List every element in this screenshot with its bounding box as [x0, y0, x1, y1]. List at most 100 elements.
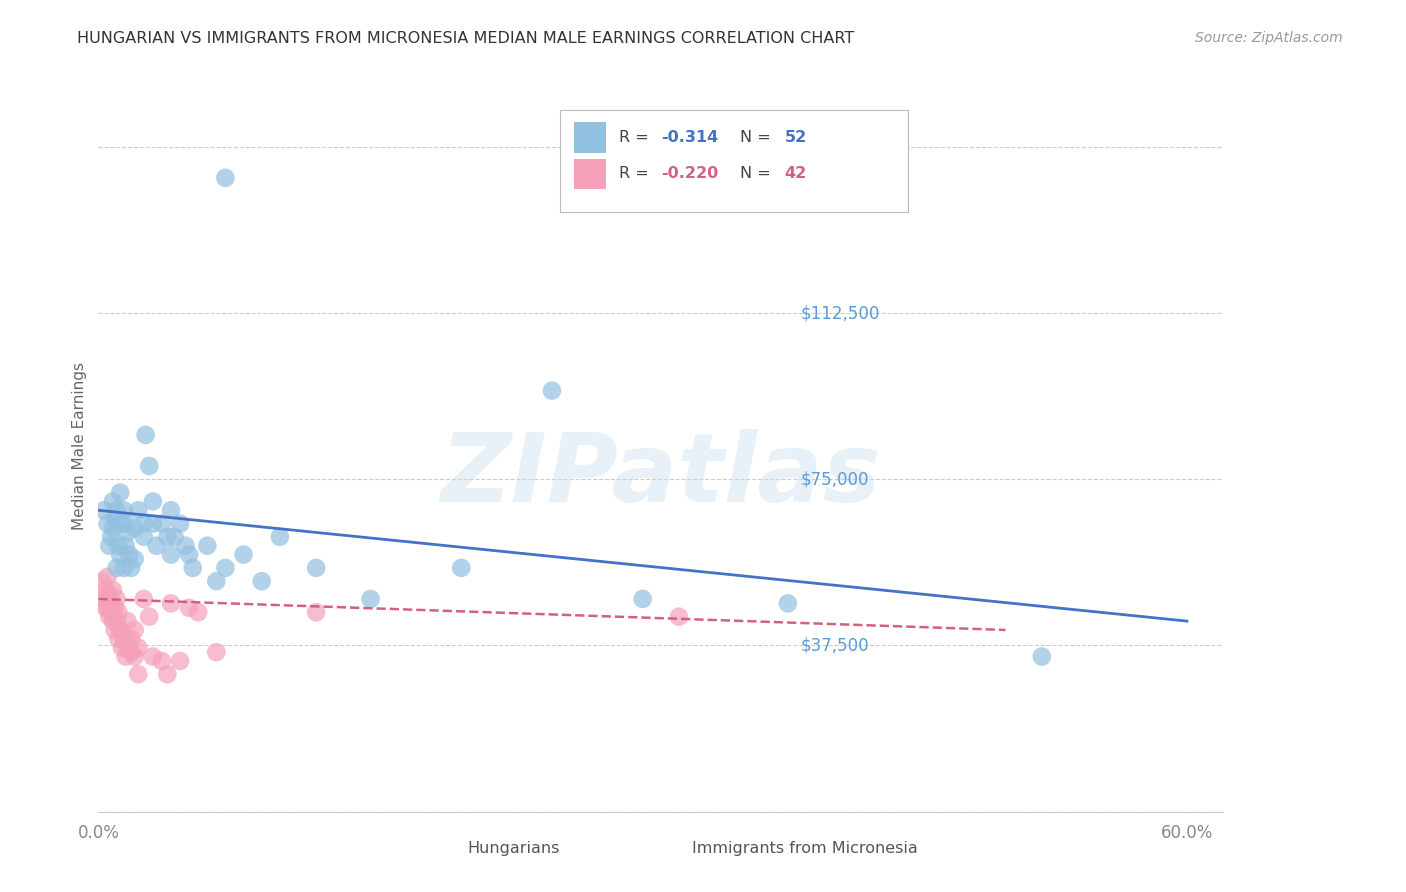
Point — [150, 516, 173, 531]
Point — [214, 561, 236, 575]
Text: $75,000: $75,000 — [800, 470, 869, 488]
Point — [114, 516, 136, 531]
Text: $112,500: $112,500 — [800, 304, 880, 322]
Point — [104, 623, 127, 637]
Point — [205, 574, 228, 589]
Point — [142, 649, 165, 664]
Point — [107, 539, 129, 553]
Point — [114, 649, 136, 664]
Point — [776, 596, 799, 610]
Point — [105, 503, 128, 517]
Point — [107, 632, 129, 646]
Point — [112, 561, 135, 575]
Point — [104, 512, 127, 526]
Point — [107, 605, 129, 619]
Point — [142, 494, 165, 508]
Point — [232, 548, 254, 562]
Point — [98, 609, 121, 624]
Text: Immigrants from Micronesia: Immigrants from Micronesia — [692, 841, 918, 855]
Point — [117, 640, 139, 655]
Text: $150,000: $150,000 — [800, 137, 879, 156]
Text: 52: 52 — [785, 130, 807, 145]
Point — [111, 516, 134, 531]
Point — [120, 561, 142, 575]
Point — [94, 583, 117, 598]
Point — [360, 591, 382, 606]
Point — [169, 654, 191, 668]
Point — [118, 548, 141, 562]
Point — [127, 503, 149, 517]
Text: -0.220: -0.220 — [661, 167, 718, 181]
Point — [142, 516, 165, 531]
Point — [105, 591, 128, 606]
Point — [631, 591, 654, 606]
Point — [181, 561, 204, 575]
Text: N =: N = — [740, 167, 776, 181]
Point — [305, 605, 328, 619]
Point — [101, 521, 124, 535]
Point — [93, 591, 115, 606]
Point — [160, 596, 183, 610]
Point — [93, 503, 115, 517]
Point — [195, 539, 218, 553]
Point — [305, 561, 328, 575]
Point — [668, 609, 690, 624]
Point — [205, 645, 228, 659]
Point — [135, 428, 157, 442]
Point — [96, 600, 118, 615]
FancyBboxPatch shape — [430, 843, 458, 868]
Point — [101, 494, 124, 508]
Point — [160, 548, 183, 562]
Point — [108, 548, 131, 562]
Point — [179, 548, 201, 562]
Text: N =: N = — [740, 130, 776, 145]
Point — [179, 600, 201, 615]
Point — [127, 667, 149, 681]
Point — [112, 632, 135, 646]
Point — [124, 649, 146, 664]
Point — [250, 574, 273, 589]
Point — [132, 591, 155, 606]
Point — [174, 539, 197, 553]
Point — [101, 614, 124, 628]
Point — [169, 516, 191, 531]
Y-axis label: Median Male Earnings: Median Male Earnings — [72, 362, 87, 530]
Point — [120, 645, 142, 659]
Point — [160, 503, 183, 517]
Point — [541, 384, 564, 398]
Point — [124, 623, 146, 637]
Point — [138, 609, 160, 624]
Point — [156, 530, 179, 544]
Point — [150, 654, 173, 668]
Point — [120, 632, 142, 646]
Point — [138, 458, 160, 473]
Point — [100, 605, 122, 619]
Text: Hungarians: Hungarians — [467, 841, 560, 855]
Point — [269, 530, 291, 544]
Point — [112, 503, 135, 517]
Point — [117, 525, 139, 540]
Point — [132, 530, 155, 544]
Point — [100, 530, 122, 544]
Point — [98, 539, 121, 553]
Point — [101, 583, 124, 598]
Point — [108, 485, 131, 500]
Point — [450, 561, 472, 575]
Point — [111, 640, 134, 655]
Point — [163, 530, 186, 544]
Point — [91, 574, 114, 589]
Point — [156, 667, 179, 681]
Point — [105, 614, 128, 628]
Point — [105, 561, 128, 575]
Point — [104, 600, 127, 615]
Text: 42: 42 — [785, 167, 807, 181]
Text: R =: R = — [619, 167, 654, 181]
Point — [94, 600, 117, 615]
Point — [100, 596, 122, 610]
Text: -0.314: -0.314 — [661, 130, 718, 145]
Text: $37,500: $37,500 — [800, 637, 869, 655]
Point — [187, 605, 209, 619]
Text: ZIPatlas: ZIPatlas — [440, 429, 882, 522]
Point — [132, 516, 155, 531]
FancyBboxPatch shape — [574, 122, 606, 153]
